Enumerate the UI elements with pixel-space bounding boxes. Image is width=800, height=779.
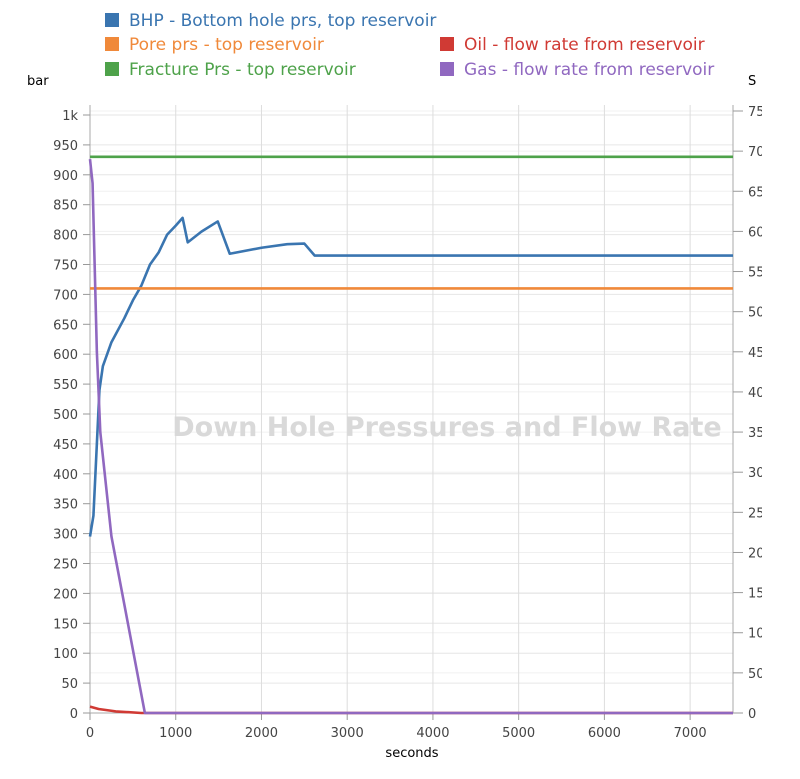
y-tick-label: 100 xyxy=(53,647,78,662)
y-tick-label: 900 xyxy=(53,169,78,184)
series-line-4 xyxy=(88,159,733,715)
y2-axis-label: S xyxy=(748,74,756,89)
x-tick-label: 3000 xyxy=(331,726,364,741)
legend-item[interactable]: Fracture Prs - top reservoir xyxy=(129,60,356,80)
y2-tick-label: 350 xyxy=(748,426,773,441)
legend-swatch xyxy=(440,62,454,76)
y-tick-label: 150 xyxy=(53,617,78,632)
y2-tick-label: 100 xyxy=(748,627,773,642)
y-tick-label: 700 xyxy=(53,288,78,303)
y2-tick-label: 550 xyxy=(748,266,773,281)
y-tick-label: 650 xyxy=(53,318,78,333)
x-tick-label: 5000 xyxy=(502,726,535,741)
y-tick-label: 400 xyxy=(53,468,78,483)
y-tick-label: 800 xyxy=(53,229,78,244)
y2-tick-label: 700 xyxy=(748,145,773,160)
chart-title: Down Hole Pressures and Flow Rate xyxy=(172,412,722,443)
x-axis-label: seconds xyxy=(385,746,438,761)
y-tick-label: 1k xyxy=(62,109,78,124)
legend-swatch xyxy=(440,37,454,51)
x-tick-label: 6000 xyxy=(588,726,621,741)
y2-tick-label: 500 xyxy=(748,306,773,321)
series-line-0 xyxy=(88,216,733,537)
y-tick-label: 50 xyxy=(61,677,78,692)
y-tick-label: 850 xyxy=(53,199,78,214)
y2-tick-label: 250 xyxy=(748,506,773,521)
y-tick-label: 250 xyxy=(53,558,78,573)
y2-tick-label: 50 xyxy=(748,667,765,682)
legend-swatch xyxy=(105,37,119,51)
x-tick-label: 1000 xyxy=(159,726,192,741)
x-tick-label: 7000 xyxy=(674,726,707,741)
x-tick-label: 2000 xyxy=(245,726,278,741)
y2-tick-label: 150 xyxy=(748,587,773,602)
y-tick-label: 750 xyxy=(53,259,78,274)
y2-tick-label: 750 xyxy=(748,105,773,120)
legend-swatch xyxy=(105,62,119,76)
y-tick-label: 500 xyxy=(53,408,78,423)
y-axis-label: bar xyxy=(27,74,49,89)
y-tick-label: 200 xyxy=(53,587,78,602)
y2-tick-label: 450 xyxy=(748,346,773,361)
y-tick-label: 450 xyxy=(53,438,78,453)
y2-tick-label: 300 xyxy=(748,466,773,481)
legend-swatch xyxy=(105,13,119,27)
y2-tick-label: 0 xyxy=(748,707,756,722)
y2-tick-label: 200 xyxy=(748,546,773,561)
y2-tick-label: 600 xyxy=(748,225,773,240)
y-tick-label: 350 xyxy=(53,498,78,513)
x-tick-label: 4000 xyxy=(416,726,449,741)
legend-item[interactable]: Gas - flow rate from reservoir xyxy=(464,60,714,80)
y-tick-label: 550 xyxy=(53,378,78,393)
y-tick-label: 300 xyxy=(53,528,78,543)
legend-item[interactable]: BHP - Bottom hole prs, top reservoir xyxy=(129,11,436,31)
y-tick-label: 600 xyxy=(53,348,78,363)
legend-item[interactable]: Pore prs - top reservoir xyxy=(129,35,324,55)
y-tick-label: 0 xyxy=(70,707,78,722)
y2-tick-label: 650 xyxy=(748,185,773,200)
y2-tick-label: 400 xyxy=(748,386,773,401)
x-tick-label: 0 xyxy=(86,726,94,741)
legend-item[interactable]: Oil - flow rate from reservoir xyxy=(464,35,705,55)
y-tick-label: 950 xyxy=(53,139,78,154)
